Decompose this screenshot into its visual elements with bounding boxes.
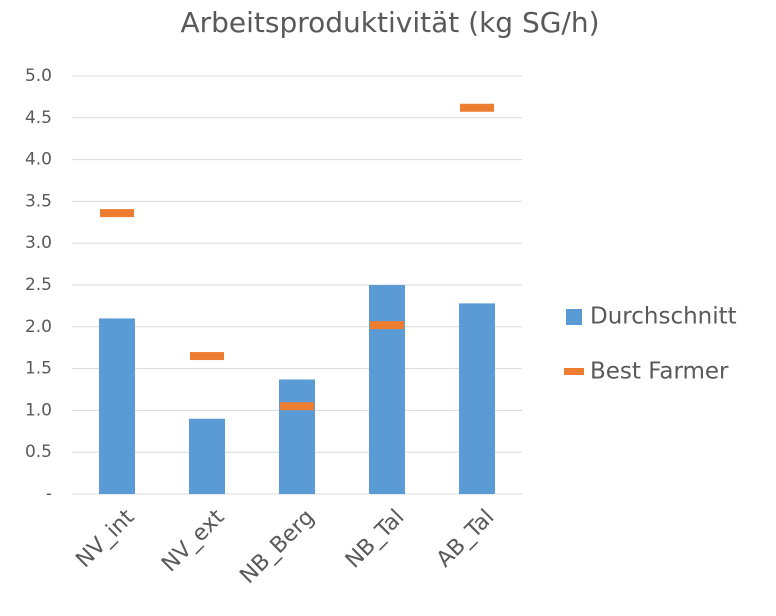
- bar: [189, 418, 225, 494]
- best-marker: [280, 402, 314, 411]
- legend-label: Best Farmer: [590, 359, 729, 385]
- y-tick-label: 1.0: [25, 400, 52, 420]
- y-tick-label: 2.5: [25, 275, 52, 295]
- y-tick-label: 3.0: [25, 233, 52, 253]
- chart-title: Arbeitsproduktivität (kg SG/h): [180, 6, 599, 39]
- y-tick-label: -: [46, 484, 52, 504]
- y-tick-label: 5.0: [25, 66, 52, 86]
- bar: [369, 285, 405, 494]
- legend-label: Durchschnitt: [590, 304, 737, 330]
- legend-swatch: [564, 368, 584, 375]
- y-tick-label: 0.5: [25, 442, 52, 462]
- y-tick-label: 1.5: [25, 359, 52, 379]
- best-marker: [190, 352, 224, 361]
- y-tick-label: 2.0: [25, 317, 52, 337]
- y-tick-label: 4.5: [25, 108, 52, 128]
- x-tick-label: AB_Tal: [432, 505, 500, 573]
- bar: [459, 303, 495, 494]
- bar: [279, 379, 315, 494]
- x-tick-label: NV_ext: [157, 505, 230, 578]
- legend-swatch: [566, 309, 582, 325]
- best-marker: [460, 103, 494, 112]
- best-marker: [100, 209, 134, 218]
- y-tick-label: 4.0: [25, 150, 52, 170]
- y-tick-label: 3.5: [25, 191, 52, 211]
- bar: [99, 318, 135, 494]
- best-marker: [370, 321, 404, 330]
- x-tick-label: NV_int: [71, 505, 139, 573]
- x-tick-label: NB_Tal: [341, 505, 410, 574]
- x-tick-label: NB_Berg: [235, 505, 319, 589]
